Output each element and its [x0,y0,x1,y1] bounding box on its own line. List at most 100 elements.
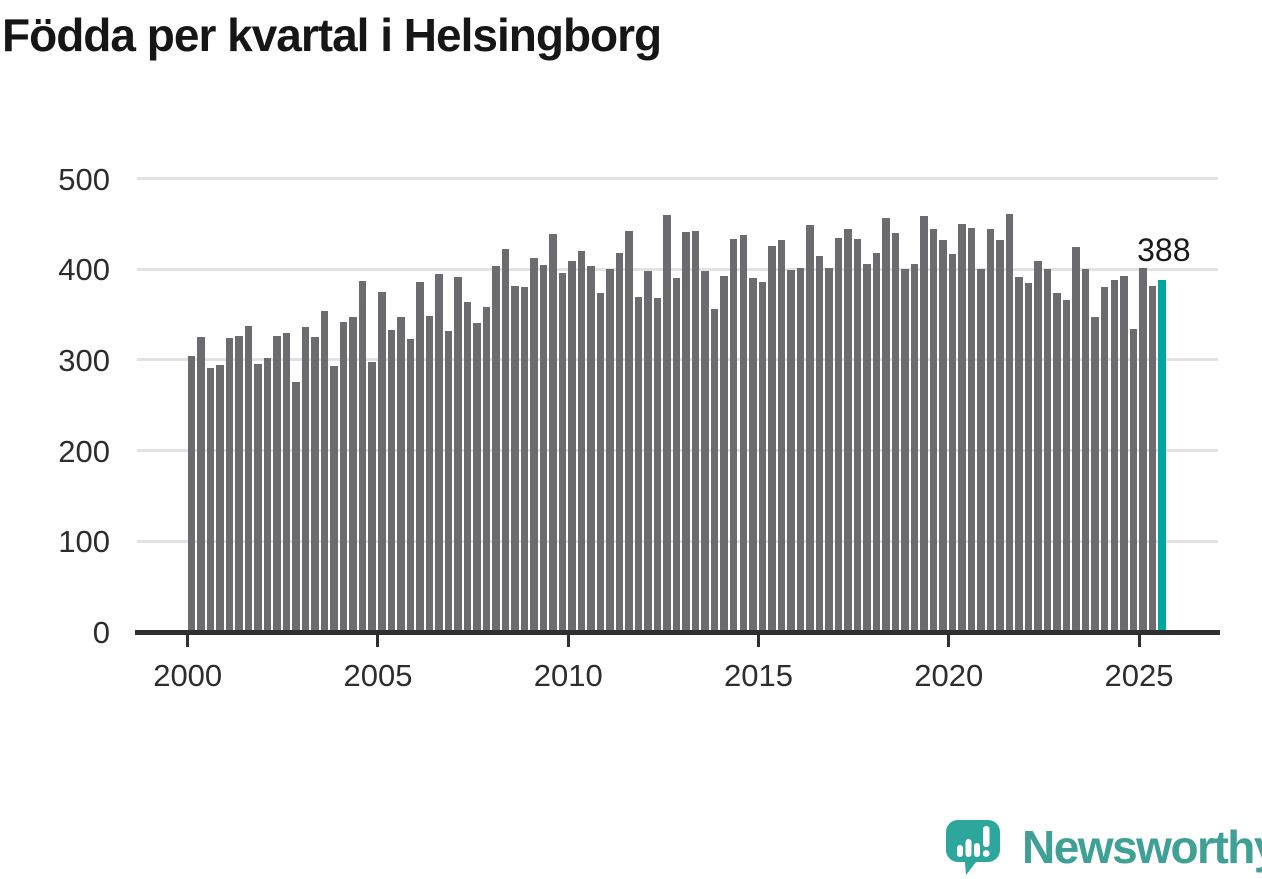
bar-quarter [549,234,557,632]
bar-quarter [1129,329,1138,632]
bar-quarter [539,264,548,632]
bar-quarter [729,239,738,632]
bar-quarter [749,278,757,632]
bar-quarter [1072,246,1080,632]
bar-quarter [720,275,728,632]
x-axis-tick-label: 2010 [533,658,603,693]
bar-quarter [263,358,272,632]
x-axis-line [135,630,1220,635]
x-axis-tick-label: 2025 [1104,658,1174,693]
bar-quarter [901,269,909,632]
bar-quarter [958,224,966,632]
bar-quarter [777,240,786,632]
newsworthy-speech-bubble-chart-icon [946,820,1000,875]
bar-quarter [435,273,443,632]
bar-quarter [1053,292,1061,632]
bar-quarter [587,265,595,632]
x-axis-tick [186,635,190,647]
bar-quarter [311,337,319,632]
bar-quarter [1024,282,1033,632]
bar-quarter [378,292,386,632]
bar-quarter [320,311,329,632]
x-axis-tick-label: 2005 [343,658,413,693]
bar-quarter [482,307,491,632]
bar-quarter [254,363,262,632]
bar-quarter [492,265,500,632]
newsworthy-logo-text: Newsworthy [1022,821,1262,873]
bar-quarter [577,251,586,632]
bar-quarter [273,336,281,632]
bar-quarter [235,335,243,632]
bar-quarter [844,228,852,632]
bar-quarter [1062,300,1071,632]
bar-quarter [368,361,376,632]
x-axis-tick [566,635,570,647]
bar-quarter [1100,286,1109,632]
bar-quarter [977,269,985,632]
bar-quarter [891,233,900,632]
x-axis-tick [1137,635,1141,647]
bar-quarter [596,292,605,632]
bar-quarter [634,297,643,632]
bar-quarter [358,281,367,632]
bar-quarter [501,249,510,632]
y-axis-tick-label: 400 [58,252,110,288]
y-axis-tick-label: 500 [58,161,110,197]
bar-quarter [387,330,396,632]
chart-title: Födda per kvartal i Helsingborg [2,9,662,61]
bar-quarter [349,316,357,632]
bar-quarter [301,327,310,632]
bar-quarter [520,286,529,632]
bar-quarter [1120,275,1128,632]
bar-quarter [701,271,709,632]
x-axis-tick-label: 2020 [914,658,984,693]
last-value-annotation: 388 [1137,232,1191,269]
y-axis-tick-label: 0 [92,615,110,650]
bar-quarter [1015,276,1023,632]
bar-quarter [825,268,833,632]
bar-quarter [815,255,824,632]
bar-quarter [806,224,814,632]
y-axis-tick-label: 200 [58,433,110,469]
bar-quarter [910,263,919,632]
bar-quarter [929,228,938,632]
y-axis-tick-label: 100 [58,524,110,560]
bar-quarter [967,227,976,632]
bar-quarter [568,261,576,632]
bar-quarter [187,356,196,632]
bar-quarter [672,278,681,632]
bar-quarter [330,366,338,632]
bar-quarter [1139,268,1147,632]
bar-quarter [872,253,881,632]
bar-quarter [939,240,947,632]
bar-quarter [463,302,472,632]
bar-quarter [197,337,205,632]
gridline-y-500 [137,177,1218,181]
x-axis-tick [376,635,380,647]
bar-quarter [853,238,862,632]
bar-quarter [796,267,805,632]
bar-quarter [558,272,567,632]
bar-quarter [216,364,224,632]
bar-quarter [625,231,633,632]
bar-quarter [1034,261,1042,632]
bar-quarter [653,298,662,632]
bar-quarter [1110,280,1119,632]
bar-quarter [530,257,538,632]
bar-quarter [406,339,415,632]
bar-quarter [996,240,1004,632]
bar-quarter [225,338,234,632]
bar-quarter [1081,269,1090,632]
bar-quarter [758,282,767,632]
bar-quarter [244,325,253,632]
bar-quarter [206,368,215,632]
bar-quarter [948,253,957,632]
bar-quarter [834,237,843,632]
bar-quarter [691,231,700,632]
bar-quarter [606,269,614,632]
bar-quarter [397,317,405,632]
bar-highlight-latest-quarter [1158,280,1166,632]
bar-quarter [1043,269,1052,632]
bar-quarter [920,215,928,632]
